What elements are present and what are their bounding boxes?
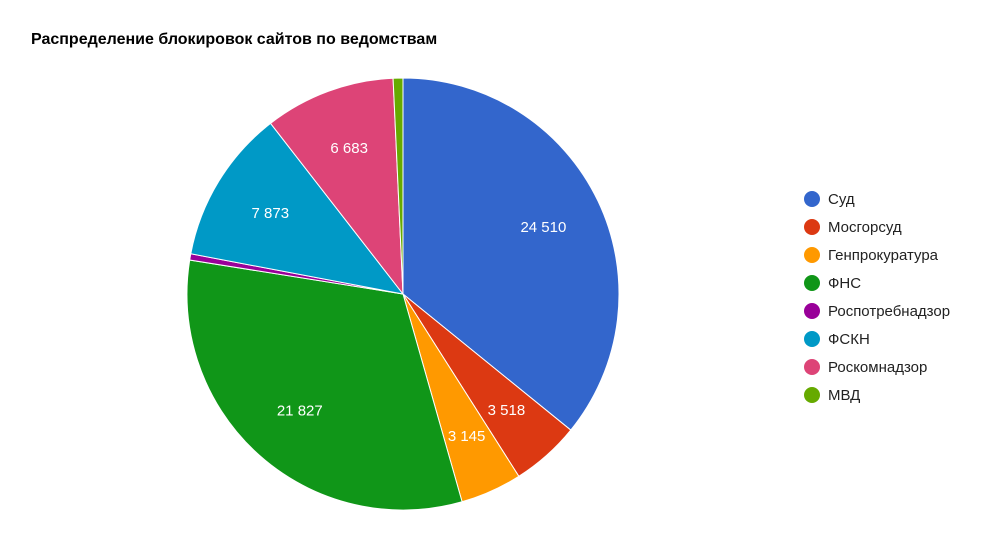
legend-label-0: Суд [828,190,855,208]
legend-label-4: Роспотребнадзор [828,302,951,320]
legend-swatch-2 [804,247,820,263]
slice-label-5: 7 873 [252,205,290,222]
legend-label-3: ФНС [828,274,862,292]
legend-item-3: ФНС [804,269,950,297]
chart-title: Распределение блокировок сайтов по ведом… [31,31,438,48]
legend-item-4: Роспотребнадзор [804,297,950,325]
legend-swatch-4 [804,303,820,319]
legend-item-1: Мосгорсуд [804,213,950,241]
legend: Суд Мосгорсуд Генпрокуратура ФНС Роспотребна… [804,185,950,409]
legend-item-5: ФСКН [804,325,950,353]
legend-label-7: МВД [828,386,861,404]
legend-item-2: Генпрокуратура [804,241,950,269]
legend-swatch-5 [804,331,820,347]
slice-label-1: 3 518 [488,402,526,419]
legend-swatch-7 [804,387,820,403]
pie-slice-7 [392,77,404,295]
legend-swatch-1 [804,219,820,235]
slice-label-6: 6 683 [330,140,368,157]
legend-label-2: Генпрокуратура [828,246,939,264]
legend-swatch-3 [804,275,820,291]
legend-swatch-0 [804,191,820,207]
pie-slices [186,77,620,511]
pie-slice-6 [269,77,404,296]
slice-label-0: 24 510 [520,219,566,236]
legend-label-6: Роскомнадзор [828,358,928,376]
legend-label-1: Мосгорсуд [828,218,902,236]
slice-label-3: 21 827 [277,402,323,419]
slice-label-2: 3 145 [448,428,486,445]
legend-swatch-6 [804,359,820,375]
legend-item-7: МВД [804,381,950,409]
legend-item-6: Роскомнадзор [804,353,950,381]
pie-slice-5 [190,122,405,295]
pie-slice-3 [186,259,463,511]
legend-item-0: Суд [804,185,950,213]
legend-label-5: ФСКН [828,330,870,348]
pie-slice-0 [402,77,620,431]
